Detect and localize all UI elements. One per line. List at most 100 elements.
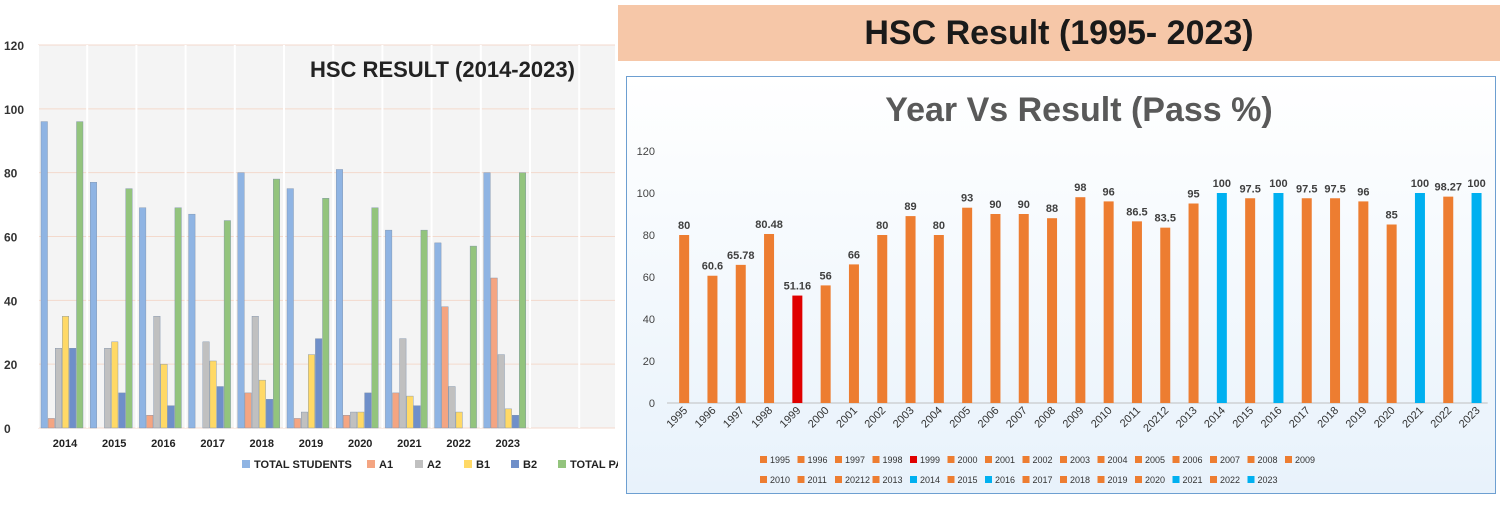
bar (820, 285, 831, 403)
x-tick-label: 1999 (778, 405, 804, 431)
legend-swatch (760, 456, 767, 463)
legend-label: 2000 (958, 455, 978, 465)
bar (490, 277, 498, 429)
bar (55, 348, 62, 429)
right-chart-panel: Year Vs Result (Pass %) 0 20 40 60 80 100 120 80… (626, 76, 1496, 494)
x-tick-label: 2017 (200, 438, 224, 450)
legend-swatch (797, 476, 805, 483)
y-tick-label: 120 (4, 39, 24, 53)
legend-label: 2014 (920, 475, 940, 485)
legend-swatch (1060, 476, 1067, 483)
bar (188, 213, 196, 429)
bar (519, 172, 526, 429)
bar (350, 411, 358, 429)
bar (301, 411, 308, 429)
data-label: 90 (989, 199, 1001, 211)
bar (399, 338, 407, 429)
bar (202, 341, 210, 429)
right-chart: Year Vs Result (Pass %) 0 20 40 60 80 100 120 80… (637, 91, 1488, 485)
legend-label: 2022 (1220, 475, 1240, 485)
bar (371, 207, 379, 429)
bar (1358, 201, 1369, 403)
x-tick-label: 2017 (1287, 405, 1313, 431)
bar (1301, 198, 1312, 403)
bar (483, 172, 491, 429)
legend-swatch (367, 460, 375, 468)
bar (357, 411, 365, 429)
bar (315, 338, 323, 429)
x-tick-label: 2015 (1230, 405, 1256, 431)
bar (336, 169, 343, 429)
data-label: 86.5 (1126, 206, 1147, 218)
x-tick-label: 2002 (863, 405, 889, 431)
y-tick-label: 40 (4, 294, 18, 308)
y-tick-label: 80 (4, 167, 18, 181)
legend-label: 2019 (1108, 475, 1128, 485)
x-tick-label: 2022 (1429, 405, 1455, 431)
bar (441, 306, 449, 429)
x-tick-label: 2014 (1202, 405, 1228, 431)
x-tick-label: 2005 (947, 405, 973, 431)
x-tick-label: 2004 (919, 405, 945, 431)
legend-label: 1996 (808, 455, 828, 465)
bar (146, 415, 154, 429)
y-tick-label: 100 (637, 188, 655, 200)
y-tick-label: 20 (643, 356, 655, 368)
legend-swatch (872, 456, 880, 463)
x-tick-label: 1995 (664, 405, 690, 431)
bar (364, 392, 372, 429)
legend-swatch (1060, 456, 1067, 463)
legend-swatch (558, 460, 566, 468)
legend-label: B2 (523, 459, 537, 471)
bar (1047, 218, 1058, 403)
data-label: 51.16 (784, 281, 812, 293)
x-tick-label: 1997 (721, 405, 747, 431)
x-tick-label: 2010 (1089, 405, 1115, 431)
data-label: 100 (1213, 178, 1231, 190)
x-tick-label: 20212 (1141, 405, 1171, 435)
bar (89, 182, 97, 429)
bar (792, 295, 803, 403)
bar (469, 245, 477, 429)
legend-swatch (1022, 456, 1030, 463)
legend-label: 2015 (958, 475, 978, 485)
data-label: 89 (904, 201, 916, 213)
x-tick-label: 2019 (1344, 405, 1370, 431)
legend-swatch (910, 456, 917, 463)
x-tick-label: 2021 (397, 438, 421, 450)
legend-swatch (1210, 456, 1217, 463)
legend-swatch (872, 476, 880, 483)
legend-label: 2009 (1295, 455, 1315, 465)
bar (322, 197, 330, 429)
legend-label: 20212 (845, 475, 870, 485)
legend-swatch (835, 476, 842, 483)
x-tick-label: 2020 (348, 438, 372, 450)
bar (420, 229, 428, 429)
bar (385, 229, 393, 429)
x-tick-label: 2015 (102, 438, 126, 450)
y-tick-label: 40 (643, 314, 655, 326)
bar (251, 316, 259, 429)
x-tick-label: 1998 (749, 405, 775, 431)
y-tick-label: 20 (4, 358, 18, 372)
bar (266, 399, 273, 429)
bar (448, 386, 456, 429)
bar (286, 188, 294, 429)
legend-swatch (985, 456, 992, 463)
banner-title: HSC Result (1995- 2023) (864, 13, 1254, 52)
data-label: 85 (1386, 210, 1398, 222)
bar (293, 418, 301, 429)
x-tick-label: 2007 (1004, 405, 1030, 431)
legend-swatch (835, 456, 842, 463)
bar (735, 264, 746, 403)
legend-label: 1997 (845, 455, 865, 465)
legend-swatch (985, 476, 992, 483)
x-tick-label: 2019 (299, 438, 323, 450)
data-label: 100 (1411, 178, 1429, 190)
legend-label: 2021 (1183, 475, 1203, 485)
bar (497, 354, 505, 429)
legend-swatch (464, 460, 472, 468)
legend-swatch (1097, 476, 1105, 483)
data-label: 80 (933, 220, 945, 232)
y-tick-label: 60 (643, 272, 655, 284)
